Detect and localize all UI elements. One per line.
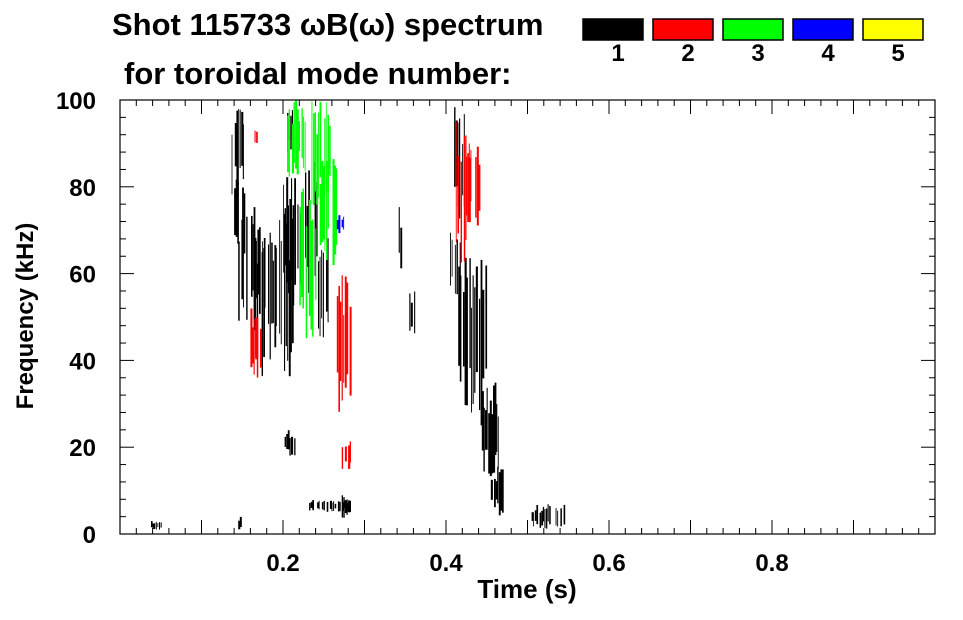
y-axis-label: Frequency (kHz) xyxy=(12,223,39,410)
chart-title-line1: Shot 115733 ωB(ω) spectrum xyxy=(112,7,543,42)
spectrum-region-mode-2 xyxy=(336,275,352,412)
legend-label: 4 xyxy=(821,40,835,67)
y-tick-label: 0 xyxy=(83,522,96,549)
x-tick-label: 0.4 xyxy=(429,550,463,577)
legend-label: 3 xyxy=(751,40,764,67)
legend-swatch xyxy=(792,18,854,41)
spectrum-region-mode-1 xyxy=(531,504,566,529)
spectrum-region-mode-1 xyxy=(234,179,246,254)
spectrum-data-layer xyxy=(151,100,566,530)
axis-ticks xyxy=(120,100,936,534)
axis-tick-labels: 0.2 0.4 0.6 0.8 0 20 40 60 80 100 xyxy=(56,88,789,577)
chart-title-line2: for toroidal mode number: xyxy=(124,56,512,91)
spectrum-region-mode-1 xyxy=(450,232,461,295)
chart-legend: 1 2 3 4 5 xyxy=(582,18,924,67)
spectrum-region-mode-2 xyxy=(250,308,262,378)
spectrum-region-mode-2 xyxy=(341,441,351,469)
x-tick-label: 0.8 xyxy=(755,550,788,577)
spectrum-region-mode-3 xyxy=(287,100,306,177)
x-tick-label: 0.2 xyxy=(266,550,299,577)
spectrum-region-mode-1 xyxy=(490,466,504,516)
spectrum-region-mode-1 xyxy=(284,430,296,456)
y-tick-label: 100 xyxy=(56,88,96,115)
spectrum-region-mode-3 xyxy=(319,150,338,265)
spectrum-region-mode-1 xyxy=(238,516,242,530)
y-tick-label: 40 xyxy=(69,348,96,375)
legend-swatch xyxy=(582,18,644,41)
legend-swatch xyxy=(862,18,924,41)
legend-swatch xyxy=(652,18,714,41)
legend-label: 1 xyxy=(611,40,624,67)
spectrum-region-mode-3 xyxy=(299,188,317,338)
spectrum-region-mode-1 xyxy=(151,521,162,530)
spectrum-region-mode-1 xyxy=(341,495,351,518)
spectrum-region-mode-1 xyxy=(398,207,403,269)
spectrum-region-mode-1 xyxy=(481,382,499,477)
spectrum-region-mode-2 xyxy=(465,143,481,226)
spectrum-region-mode-1 xyxy=(238,215,266,324)
y-tick-label: 20 xyxy=(69,435,96,462)
x-axis-label: Time (s) xyxy=(477,574,576,604)
x-tick-label: 0.6 xyxy=(592,550,625,577)
spectrum-region-mode-1 xyxy=(231,109,244,195)
spectrum-region-mode-1 xyxy=(458,257,488,426)
y-tick-label: 80 xyxy=(69,175,96,202)
legend-label: 5 xyxy=(891,40,904,67)
legend-label: 2 xyxy=(681,40,694,67)
y-tick-label: 60 xyxy=(69,262,96,289)
legend-swatch xyxy=(722,18,784,41)
spectrum-region-mode-1 xyxy=(318,238,329,338)
spectrum-region-mode-1 xyxy=(454,107,465,219)
spectrum-region-mode-4 xyxy=(336,215,345,234)
spectrum-region-mode-1 xyxy=(409,291,416,334)
spectrum-region-mode-2 xyxy=(254,130,258,143)
spectrum-region-mode-1 xyxy=(309,500,350,512)
